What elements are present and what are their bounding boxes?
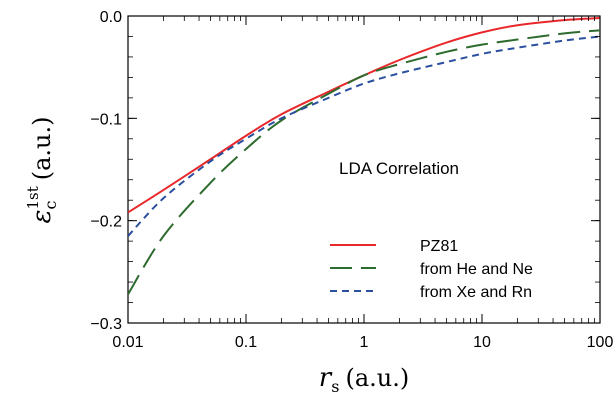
y-tick-label: −0.2	[90, 214, 122, 231]
y-axis-unit: (a.u.)	[28, 117, 56, 181]
y-axis-title: εc1st (a.u.)	[24, 117, 60, 224]
labels-layer: 0.01 0.1 1 10 100 −0.3 −0.2 −0.1 0.0	[90, 9, 613, 351]
legend-label-1: from He and Ne	[420, 261, 533, 278]
ticks-layer	[127, 15, 601, 324]
series-layer	[128, 17, 600, 295]
series-line-1	[128, 29, 600, 295]
y-tick-label: −0.3	[90, 316, 122, 333]
legend-label-0: PZ81	[420, 238, 458, 255]
legend-label-2: from Xe and Rn	[420, 284, 532, 301]
annotation-text: LDA Correlation	[339, 159, 459, 178]
x-tick-label: 10	[473, 334, 491, 351]
y-tick-label: −0.1	[90, 111, 122, 128]
x-tick-label: 100	[587, 334, 614, 351]
x-axis-symbol: r	[319, 363, 333, 393]
x-tick-label: 0.01	[112, 334, 143, 351]
series-line-2	[128, 35, 600, 237]
legend: PZ81 from He and Ne from Xe and Rn	[330, 238, 533, 301]
x-axis-unit: (a.u.)	[345, 364, 409, 392]
y-axis-symbol: ε	[27, 210, 57, 224]
y-tick-label: 0.0	[100, 9, 122, 26]
x-axis-title: rs (a.u.)	[319, 363, 409, 396]
y-axis-subscript: c	[41, 201, 60, 210]
series-line-0	[128, 17, 600, 214]
x-tick-label: 0.1	[235, 334, 257, 351]
x-axis-subscript: s	[331, 377, 339, 396]
y-axis-superscript: 1st	[24, 186, 42, 209]
x-tick-label: 1	[360, 334, 369, 351]
